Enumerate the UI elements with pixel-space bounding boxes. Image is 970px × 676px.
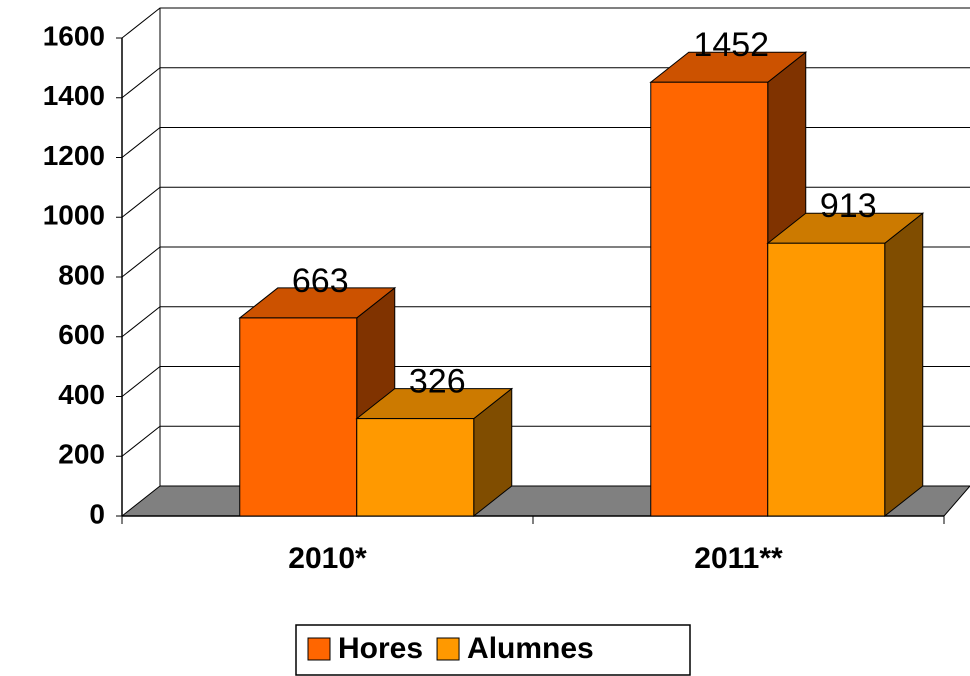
bar-front xyxy=(650,81,769,517)
legend-swatch xyxy=(307,637,331,661)
legend-box xyxy=(295,624,691,676)
data-label: 1452 xyxy=(693,26,769,64)
y-tick-label: 0 xyxy=(89,498,105,529)
grid-line xyxy=(121,67,970,99)
y-tick-label: 1000 xyxy=(43,200,105,231)
bar-side xyxy=(884,212,924,518)
y-tick-label: 1600 xyxy=(43,20,105,51)
data-label: 913 xyxy=(820,187,877,225)
legend-label: Hores xyxy=(338,632,423,665)
data-label: 326 xyxy=(409,363,466,401)
y-tick-label: 600 xyxy=(58,319,105,350)
bar xyxy=(355,387,514,518)
y-tick-label: 1400 xyxy=(43,80,105,111)
bar-front xyxy=(239,317,358,517)
grid-line xyxy=(121,7,970,39)
legend-swatch xyxy=(436,637,460,661)
bar-front xyxy=(767,242,886,517)
y-tick-label: 800 xyxy=(58,259,105,290)
y-tick-label: 1200 xyxy=(43,140,105,171)
legend: Hores Alumnes xyxy=(295,624,691,676)
bar-front xyxy=(356,418,475,517)
x-tick-label: 2011** xyxy=(694,542,783,575)
y-tick-label: 200 xyxy=(58,439,105,470)
x-tick-label: 2010* xyxy=(288,542,367,575)
legend-label: Alumnes xyxy=(467,632,594,665)
grid-line xyxy=(121,127,970,158)
y-tick-label: 400 xyxy=(58,379,105,410)
bar xyxy=(238,286,397,518)
data-label: 663 xyxy=(292,262,349,300)
bar xyxy=(766,212,925,518)
